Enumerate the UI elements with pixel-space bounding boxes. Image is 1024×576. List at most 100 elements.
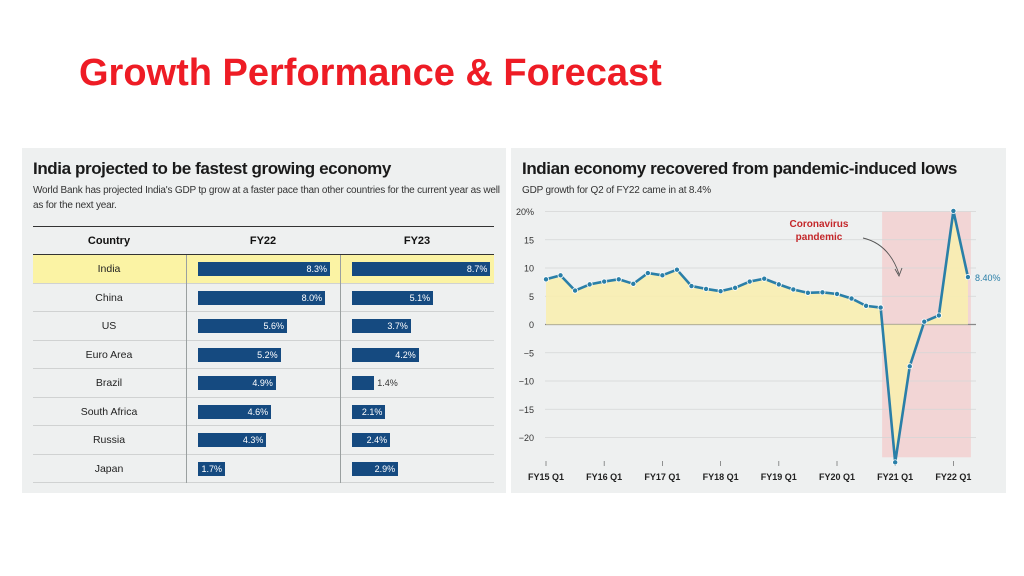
y-tick-label: 5: [529, 292, 534, 302]
data-point: [630, 280, 637, 287]
data-point: [586, 281, 593, 288]
table-row: US 5.6% 3.7%: [33, 312, 494, 341]
end-value-label: 8.40%: [975, 273, 1001, 283]
growth-bar-fy22: 8.0%: [198, 290, 326, 305]
country-name: Japan: [94, 462, 124, 475]
line-panel-title: Indian economy recovered from pandemic-i…: [522, 159, 957, 178]
growth-bar-fy23: 4.2%: [352, 347, 419, 362]
y-tick-label: −5: [524, 348, 534, 358]
x-tick-label: FY19 Q1: [761, 472, 797, 482]
data-point: [761, 275, 768, 282]
x-tick-label: FY20 Q1: [819, 472, 855, 482]
line-panel-subtitle: GDP growth for Q2 of FY22 came in at 8.4…: [522, 185, 711, 196]
data-point: [790, 286, 797, 293]
column-header-country: Country: [87, 235, 131, 247]
column-divider: [340, 255, 341, 483]
data-point: [892, 459, 899, 466]
y-tick-label: 15: [524, 235, 534, 245]
country-name: India: [97, 263, 121, 275]
y-tick-label: −10: [519, 377, 534, 387]
data-point: [775, 281, 782, 288]
data-point: [615, 276, 622, 283]
data-point: [557, 272, 564, 279]
data-point: [848, 295, 855, 302]
data-point: [921, 318, 928, 325]
growth-bar-fy22: 1.7%: [198, 461, 226, 476]
data-point: [673, 266, 680, 273]
x-tick-label: FY15 Q1: [528, 472, 564, 482]
data-point: [877, 304, 884, 311]
annotation-label: pandemic: [796, 232, 843, 243]
table-row: Japan 1.7% 2.9%: [33, 455, 494, 483]
data-point: [819, 289, 826, 296]
annotation-label: Coronavirus: [790, 219, 849, 230]
y-tick-label: 10: [524, 264, 534, 274]
growth-table-panel: India projected to be fastest growing ec…: [22, 148, 506, 493]
table-row: India 8.3% 8.7%: [33, 255, 494, 284]
table-row: Russia 4.3% 2.4%: [33, 426, 494, 455]
country-name: Brazil: [95, 377, 123, 389]
table-panel-title: India projected to be fastest growing ec…: [33, 159, 391, 178]
column-header-fy22: FY22: [249, 235, 277, 247]
slide-title: Growth Performance & Forecast: [79, 52, 662, 94]
gdp-line-chart: 20% 15 10 5 0 −5 −10 −15 −20 FY15 Q1 FY16 Q1 FY17 Q…: [516, 207, 1001, 482]
data-point: [659, 272, 666, 279]
data-point: [935, 312, 942, 319]
growth-bar-fy23: 3.7%: [352, 319, 411, 333]
growth-bar-fy23: 2.4%: [352, 433, 391, 447]
data-point: [833, 290, 840, 297]
table-row: Brazil 4.9% 1.4%: [33, 369, 494, 398]
data-point: [703, 285, 710, 292]
growth-bar-fy23: 2.1%: [352, 404, 386, 419]
growth-bar-fy22: 4.3%: [198, 433, 267, 447]
data-point: [964, 274, 971, 281]
data-point: [746, 278, 753, 285]
table-body: India 8.3% 8.7% China 8.0% 5.1% US 5.6% 3.7% Euro…: [33, 255, 494, 483]
column-divider: [186, 255, 187, 483]
growth-table: Country FY22 FY23 India 8.3% 8.7% China 8.0%…: [33, 226, 494, 483]
growth-bar-fy22: 5.2%: [198, 347, 281, 362]
growth-bar-fy22: 4.9%: [198, 376, 276, 390]
x-tick-label: FY22 Q1: [935, 472, 971, 482]
column-header-fy23: FY23: [403, 235, 431, 247]
growth-bar-fy23: [352, 376, 375, 390]
y-tick-label: 20%: [516, 207, 534, 217]
table-row: Euro Area 5.2% 4.2%: [33, 341, 494, 369]
growth-bar-label: 1.4%: [377, 378, 398, 388]
data-point: [572, 287, 579, 294]
growth-bar-fy22: 5.6%: [198, 319, 288, 333]
data-point: [863, 302, 870, 309]
country-name: South Africa: [80, 405, 138, 418]
growth-bar-fy22: 8.3%: [198, 262, 330, 276]
annotation-arrow: [862, 237, 900, 275]
country-name: China: [95, 291, 123, 304]
x-tick-label: FY17 Q1: [644, 472, 680, 482]
data-point: [906, 363, 913, 370]
table-header-row: Country FY22 FY23: [33, 226, 494, 255]
growth-bar-fy23: 2.9%: [352, 461, 399, 476]
growth-bar-fy23: 5.1%: [352, 290, 434, 305]
x-tick-label: FY21 Q1: [877, 472, 913, 482]
table-row: China 8.0% 5.1%: [33, 284, 494, 312]
gdp-line-chart-panel: 20% 15 10 5 0 −5 −10 −15 −20 FY15 Q1 FY16 Q1 FY17 Q…: [511, 148, 1006, 493]
country-name: Russia: [92, 434, 126, 446]
data-point: [644, 270, 651, 277]
country-name: Euro Area: [85, 348, 133, 361]
table-panel-subtitle: World Bank has projected India's GDP tp …: [33, 185, 500, 211]
growth-bar-fy22: 4.6%: [198, 404, 272, 419]
data-point: [543, 276, 550, 283]
y-tick-label: 0: [529, 320, 534, 330]
y-tick-label: −15: [519, 405, 534, 415]
country-name: US: [101, 320, 117, 332]
data-point: [732, 284, 739, 291]
data-point: [717, 288, 724, 295]
data-point: [804, 289, 811, 296]
x-tick-label: FY18 Q1: [703, 472, 739, 482]
data-point: [601, 278, 608, 285]
data-point: [950, 207, 957, 214]
annotation-arrowhead: [894, 267, 903, 278]
x-tick-label: FY16 Q1: [586, 472, 622, 482]
data-point: [688, 283, 695, 290]
table-row: South Africa 4.6% 2.1%: [33, 398, 494, 426]
growth-bar-fy23: 8.7%: [352, 262, 491, 276]
